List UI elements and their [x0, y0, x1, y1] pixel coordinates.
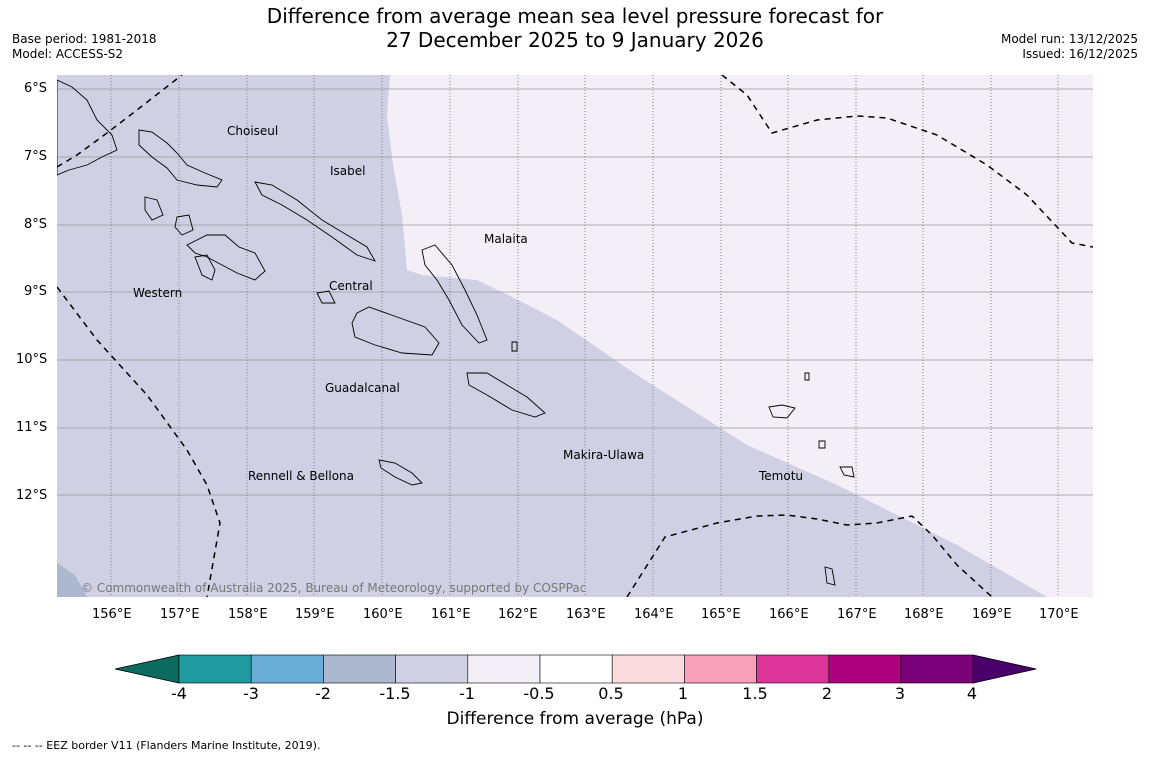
- colorbar-extend-high: [972, 654, 1037, 684]
- lon-label: 163°E: [566, 607, 606, 622]
- colorbar-cell: [756, 654, 830, 684]
- region-label-central: Central: [329, 279, 373, 293]
- map-title-line2: 27 December 2025 to 9 January 2026: [386, 28, 764, 52]
- lat-label: 7°S: [24, 149, 48, 164]
- lon-gridlines: [110, 75, 1059, 597]
- colorbar-tick: -0.5: [523, 684, 555, 703]
- map-panel: © Commonwealth of Australia 2025, Bureau…: [57, 75, 1093, 597]
- lon-label: 166°E: [769, 607, 809, 622]
- lat-label: 8°S: [24, 217, 48, 232]
- colorbar-tick: 1: [677, 684, 689, 703]
- colorbar-label: Difference from average (hPa): [446, 709, 704, 729]
- colorbar-tick: -3: [243, 684, 259, 703]
- kolombangara-island: [194, 254, 216, 281]
- colorbar: [114, 654, 1037, 684]
- base-period: Base period: 1981-2018: [12, 32, 157, 46]
- eez-border: [57, 75, 1093, 597]
- colorbar-cell: [611, 654, 685, 684]
- lon-label: 169°E: [972, 607, 1012, 622]
- colorbar-cell: [250, 654, 324, 684]
- colorbar-tick: 0.5: [598, 684, 624, 703]
- lat-gridlines: [57, 88, 1093, 496]
- colorbar-cell: [178, 654, 252, 684]
- lat-label: 11°S: [16, 420, 48, 435]
- bougainville-island: [57, 79, 118, 176]
- region-label-western: Western: [133, 286, 183, 300]
- colorbar-tick: 4: [966, 684, 978, 703]
- temotu-islet-4: [804, 372, 810, 381]
- rennell-island: [378, 459, 423, 486]
- western-island-2: [174, 214, 194, 236]
- makira-island: [466, 372, 546, 418]
- malaita-island: [421, 244, 488, 344]
- colorbar-tick: -2: [315, 684, 331, 703]
- lon-label: 158°E: [228, 607, 268, 622]
- region-label-temotu: Temotu: [759, 469, 804, 483]
- colorbar-tick: -1.5: [379, 684, 411, 703]
- region-label-rennell-bellona: Rennell & Bellona: [248, 469, 355, 483]
- colorbar-tick: 2: [821, 684, 833, 703]
- region-label-guadalcanal: Guadalcanal: [325, 381, 400, 395]
- colorbar-cell: [539, 654, 613, 684]
- lon-label: 165°E: [701, 607, 741, 622]
- lon-label: 160°E: [363, 607, 403, 622]
- colorbar-cell: [900, 654, 974, 684]
- lat-label: 10°S: [16, 352, 48, 367]
- colorbar-cell: [467, 654, 541, 684]
- map-canvas: © Commonwealth of Australia 2025, Bureau…: [57, 75, 1093, 597]
- colorbar-tick: 3: [894, 684, 906, 703]
- colorbar-cell: [395, 654, 469, 684]
- lon-label: 167°E: [837, 607, 877, 622]
- lon-label: 170°E: [1039, 607, 1079, 622]
- santa-cruz-island: [768, 404, 796, 419]
- region-label-isabel: Isabel: [330, 164, 366, 178]
- colorbar-tick: -1: [459, 684, 475, 703]
- colorbar-tick: -4: [171, 684, 187, 703]
- lat-label: 12°S: [16, 488, 48, 503]
- map-title-line1: Difference from average mean sea level p…: [266, 4, 884, 28]
- temotu-islet-1: [839, 466, 855, 478]
- colorbar-tick: 1.5: [742, 684, 768, 703]
- model-name: Model: ACCESS-S2: [12, 47, 124, 61]
- lon-label: 164°E: [634, 607, 674, 622]
- colorbar-cell: [828, 654, 902, 684]
- lon-label: 161°E: [431, 607, 471, 622]
- new-georgia-island: [186, 234, 266, 281]
- colorbar-cell: [323, 654, 396, 684]
- band-minus2: [57, 563, 87, 597]
- choiseul-island: [138, 129, 223, 188]
- colorbar-extend-low: [114, 654, 180, 684]
- western-island-1: [144, 196, 164, 221]
- model-run: Model run: 13/12/2025: [1000, 32, 1138, 46]
- eez-legend: -- -- -- EEZ border V11 (Flanders Marine…: [12, 739, 321, 752]
- lat-label: 9°S: [24, 284, 48, 299]
- florida-islands: [316, 290, 336, 304]
- region-label-malaita: Malaita: [484, 232, 528, 246]
- lon-label: 162°E: [498, 607, 538, 622]
- issued-date: Issued: 16/12/2025: [1022, 47, 1138, 61]
- coastlines: [57, 79, 855, 586]
- copyright-notice: © Commonwealth of Australia 2025, Bureau…: [81, 581, 586, 595]
- region-label-makira-ulawa: Makira-Ulawa: [563, 448, 645, 462]
- lon-label: 159°E: [295, 607, 335, 622]
- band-minus1: [387, 75, 1093, 597]
- isabel-island: [254, 181, 376, 262]
- region-label-choiseul: Choiseul: [227, 124, 279, 138]
- lat-label: 6°S: [24, 81, 48, 96]
- colorbar-cell: [684, 654, 757, 684]
- ulawa-islet: [511, 341, 518, 352]
- temotu-islet-3: [818, 440, 826, 449]
- lon-label: 156°E: [92, 607, 132, 622]
- lon-label: 157°E: [160, 607, 200, 622]
- guadalcanal-island: [351, 306, 440, 356]
- lon-label: 168°E: [904, 607, 944, 622]
- temotu-islet-2: [824, 566, 836, 586]
